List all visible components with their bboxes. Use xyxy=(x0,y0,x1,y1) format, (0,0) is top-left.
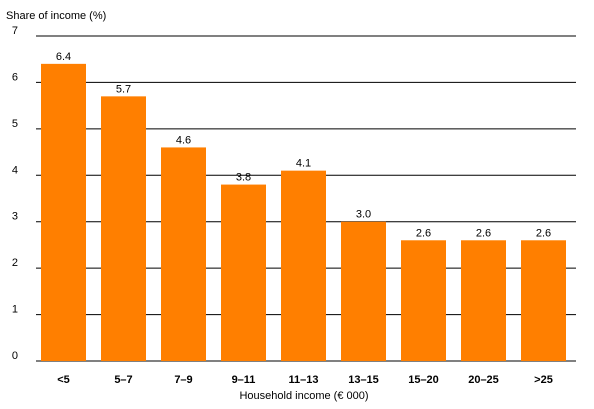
x-tick-label: 7–9 xyxy=(174,374,192,386)
bars xyxy=(41,63,566,361)
value-label: 3.8 xyxy=(236,172,251,184)
y-tick-label: 5 xyxy=(12,118,18,130)
x-tick-labels: <5 5–7 7–9 9–11 11–13 13–15 15–20 20–25 >25 xyxy=(57,374,553,386)
value-label: 2.6 xyxy=(416,227,431,239)
value-label: 3.0 xyxy=(356,209,371,221)
y-axis-title: Share of income (%) xyxy=(6,10,106,22)
y-tick-label: 1 xyxy=(12,304,18,316)
bar xyxy=(521,240,566,361)
y-tick-label: 6 xyxy=(12,71,18,83)
y-tick-label: 2 xyxy=(12,257,18,269)
value-label: 5.7 xyxy=(116,83,131,95)
bar xyxy=(41,63,86,361)
y-tick-labels: 0 1 2 3 4 5 6 7 xyxy=(12,25,18,362)
bar xyxy=(161,147,206,361)
y-tick-label: 7 xyxy=(12,25,18,37)
value-label: 2.6 xyxy=(536,227,551,239)
bar xyxy=(341,221,386,361)
x-tick-label: 9–11 xyxy=(232,374,256,386)
x-tick-label: 11–13 xyxy=(289,374,319,386)
x-tick-label: 13–15 xyxy=(348,374,379,386)
x-tick-label: >25 xyxy=(534,374,553,386)
x-tick-label: 5–7 xyxy=(114,374,132,386)
x-axis-title: Household income (€ 000) xyxy=(239,390,368,402)
y-tick-label: 0 xyxy=(12,350,18,362)
value-label: 4.1 xyxy=(296,158,311,170)
value-label: 6.4 xyxy=(56,51,71,63)
x-tick-label: 15–20 xyxy=(408,374,439,386)
y-tick-label: 4 xyxy=(12,164,18,176)
x-tick-label: 20–25 xyxy=(468,374,499,386)
value-labels: 6.4 5.7 4.6 3.8 4.1 3.0 2.6 2.6 2.6 xyxy=(56,51,551,239)
y-tick-label: 3 xyxy=(12,211,18,223)
value-label: 4.6 xyxy=(176,134,191,146)
value-label: 2.6 xyxy=(476,227,491,239)
bar xyxy=(101,96,146,361)
bar xyxy=(401,240,446,361)
x-tick-label: <5 xyxy=(57,374,70,386)
bar xyxy=(221,184,266,361)
bar xyxy=(281,170,326,361)
bar xyxy=(461,240,506,361)
